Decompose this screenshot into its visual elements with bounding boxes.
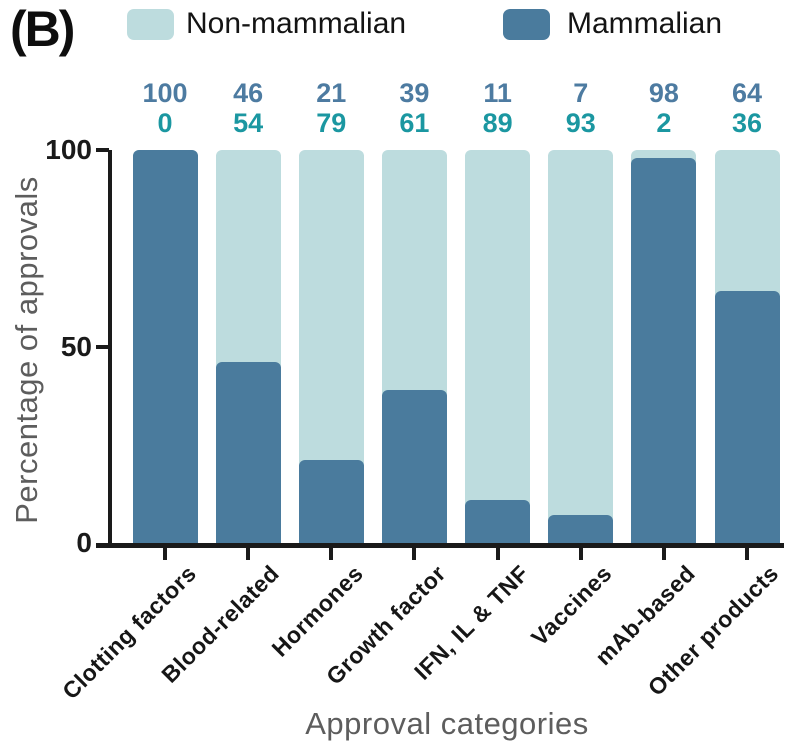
value-label-mammalian: 100 (142, 78, 188, 108)
value-label-mammalian: 7 (573, 78, 589, 108)
value-label-mammalian: 64 (732, 78, 763, 108)
x-axis-line (96, 543, 784, 548)
y-tick-label-100: 100 (45, 134, 92, 165)
y-tick-100 (96, 148, 109, 152)
bar-segment-mammalian (548, 515, 614, 543)
y-tick-50 (96, 344, 109, 349)
x-tick (578, 548, 583, 560)
y-tick-label-50: 50 (60, 330, 92, 362)
value-label-mammalian: 21 (316, 78, 347, 108)
bar-segment-mammalian (381, 389, 447, 543)
value-label-non-mammalian: 2 (656, 108, 672, 138)
x-tick (163, 548, 167, 560)
legend-swatch-non-mammalian (127, 9, 174, 40)
legend-label-mammalian: Mammalian (567, 7, 723, 40)
value-label-non-mammalian: 54 (233, 108, 264, 138)
y-axis-line (108, 150, 112, 548)
x-tick (246, 548, 251, 560)
legend-label-non-mammalian: Non-mammalian (186, 7, 407, 40)
value-label-mammalian: 98 (648, 78, 679, 108)
x-axis-title: Approval categories (305, 706, 589, 741)
bar-segment-mammalian (132, 150, 198, 543)
value-label-non-mammalian: 89 (482, 108, 513, 138)
bar-segment-mammalian (298, 460, 364, 543)
bar-segment-mammalian (714, 291, 780, 543)
bar-segment-non-mammalian (548, 150, 614, 543)
bar-segment-non-mammalian (465, 150, 531, 543)
value-label-non-mammalian: 79 (316, 108, 347, 138)
y-tick-label-0: 0 (76, 527, 92, 558)
panel-label: (B) (10, 1, 75, 57)
x-tick (661, 548, 666, 560)
x-tick (329, 548, 334, 560)
x-tick (745, 548, 750, 560)
value-label-mammalian: 46 (233, 78, 264, 108)
value-label-mammalian: 39 (399, 78, 430, 108)
bar-segment-mammalian (465, 499, 531, 543)
bar-segment-mammalian (215, 362, 281, 543)
value-label-non-mammalian: 36 (732, 108, 763, 138)
value-label-non-mammalian: 0 (157, 108, 173, 138)
value-label-mammalian: 11 (483, 78, 512, 108)
bar-segment-mammalian (631, 157, 697, 543)
x-tick (412, 548, 417, 560)
legend-swatch-mammalian (503, 9, 550, 40)
value-label-non-mammalian: 93 (565, 108, 596, 138)
x-tick (495, 548, 500, 560)
value-label-non-mammalian: 61 (399, 108, 430, 138)
